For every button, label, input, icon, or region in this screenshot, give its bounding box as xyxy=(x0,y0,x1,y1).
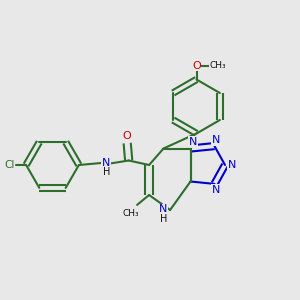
Text: N: N xyxy=(189,137,197,147)
Text: O: O xyxy=(123,131,132,141)
Text: CH₃: CH₃ xyxy=(123,209,140,218)
Text: N: N xyxy=(212,135,220,145)
Text: N: N xyxy=(159,204,168,214)
Text: O: O xyxy=(192,61,201,71)
Text: N: N xyxy=(227,160,236,170)
Text: H: H xyxy=(160,214,167,224)
Text: H: H xyxy=(103,167,110,177)
Text: N: N xyxy=(102,158,110,168)
Text: Cl: Cl xyxy=(4,160,14,170)
Text: CH₃: CH₃ xyxy=(210,61,226,70)
Text: N: N xyxy=(212,185,220,195)
